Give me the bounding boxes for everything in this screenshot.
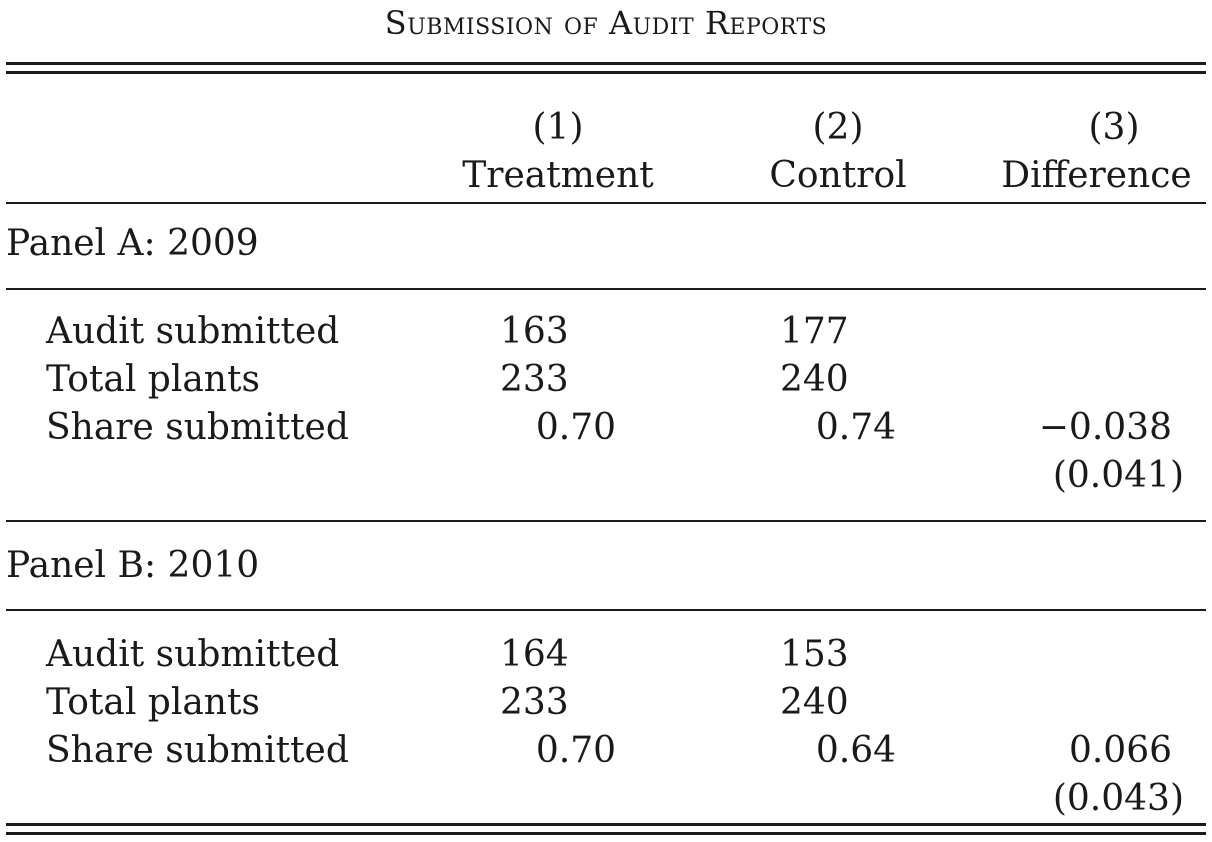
header-rule — [6, 202, 1206, 204]
panel-a-row-2-label: Total plants — [46, 359, 260, 400]
bottom-rule-1 — [6, 823, 1206, 826]
panel-b-row-1-treatment: 164 — [500, 634, 569, 675]
panel-a-row-2-treatment: 233 — [500, 359, 569, 400]
panel-a-row-3-treatment: 0.70 — [535, 407, 616, 448]
table-title: Submission of Audit Reports — [384, 4, 828, 42]
panel-b-row-1-control: 153 — [780, 634, 849, 675]
panel-b-row-2-treatment: 233 — [500, 682, 569, 723]
panel-b-row-2-control: 240 — [780, 682, 849, 723]
panel-b-row-3-label: Share submitted — [46, 730, 349, 771]
panel-a-row-3-difference: −0.038 — [1038, 407, 1172, 448]
col-3-number: (3) — [1088, 107, 1140, 148]
panel-a-row-3-label: Share submitted — [46, 407, 349, 448]
panel-a-row-1-label: Audit submitted — [46, 311, 340, 352]
col-3-label: Difference — [1001, 155, 1192, 196]
col-1-label: Treatment — [462, 155, 654, 196]
panel-a-difference-se: (0.041) — [1052, 455, 1184, 496]
panel-b-row-1-label: Audit submitted — [46, 634, 340, 675]
col-2-number: (2) — [812, 107, 864, 148]
panel-b-difference-se: (0.043) — [1052, 778, 1184, 819]
top-rule-1 — [6, 62, 1206, 65]
panel-a-bottom-rule — [6, 520, 1206, 522]
top-rule-2 — [6, 71, 1206, 74]
panel-b-row-3-treatment: 0.70 — [535, 730, 616, 771]
panel-b-row-3-difference: 0.066 — [1068, 730, 1172, 771]
panel-b-rule — [6, 609, 1206, 611]
panel-a-row-3-control: 0.74 — [815, 407, 896, 448]
panel-a-row-2-control: 240 — [780, 359, 849, 400]
panel-b-row-3-control: 0.64 — [815, 730, 896, 771]
panel-a-row-1-treatment: 163 — [500, 311, 569, 352]
panel-a-rule — [6, 288, 1206, 290]
panel-b-label: Panel B: 2010 — [6, 545, 260, 586]
col-2-label: Control — [769, 155, 907, 196]
bottom-rule-2 — [6, 832, 1206, 835]
panel-a-row-1-control: 177 — [780, 311, 849, 352]
col-1-number: (1) — [532, 107, 584, 148]
panel-b-row-2-label: Total plants — [46, 682, 260, 723]
panel-a-label: Panel A: 2009 — [6, 223, 259, 264]
